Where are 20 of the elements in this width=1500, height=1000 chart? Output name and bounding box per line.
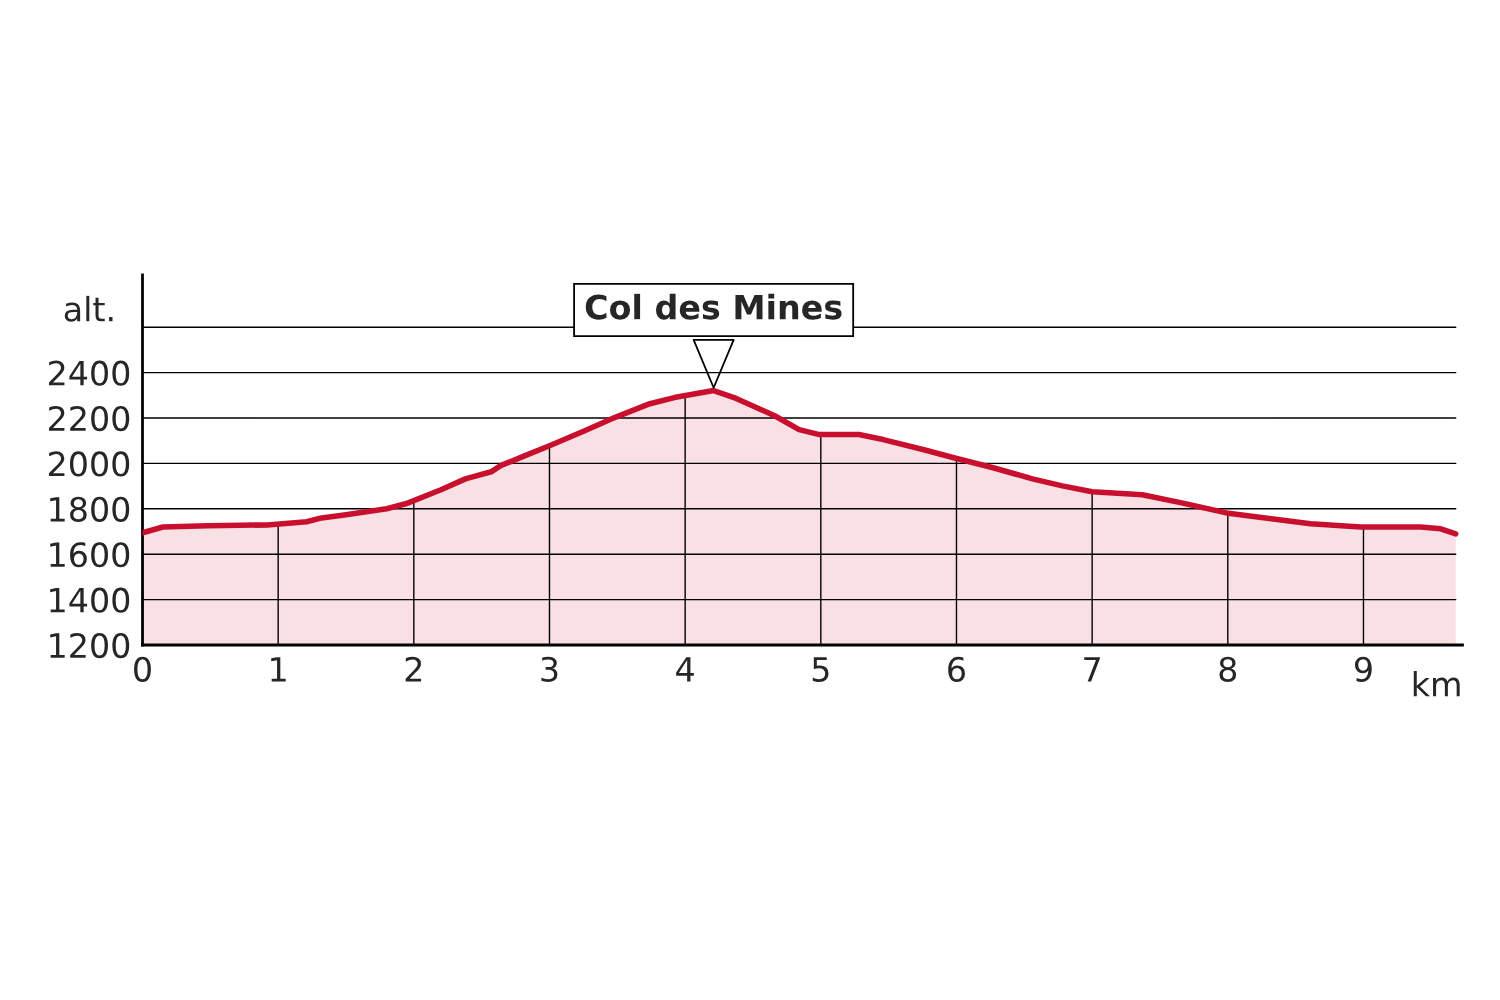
x-tick-label: 1 [271,657,286,682]
x-tick-label: 9 [1354,656,1372,682]
x-tick-label: 8 [1219,656,1237,682]
x-tick-label: 6 [948,656,965,682]
y-tick-label: 1400 [50,587,130,613]
y-tick-label: 1600 [50,542,130,568]
y-tick-label: 2000 [49,451,130,477]
x-tick-label: 0 [134,656,151,682]
y-tick-label: 1800 [50,496,130,522]
y-tick-label: 2200 [49,405,130,432]
x-tick-label: 7 [1084,657,1100,682]
y-tick-label: 1200 [50,632,130,659]
y-tick-label: 2400 [49,360,130,386]
x-tick-label: 5 [812,657,829,682]
y-axis-title: alt. [64,295,113,322]
x-tick-label: 3 [541,656,558,682]
x-tick-label: 2 [405,656,422,682]
x-axis-title: km [1413,670,1460,697]
annotation: Col des Mines [585,293,842,320]
x-tick-label: 4 [676,657,694,682]
